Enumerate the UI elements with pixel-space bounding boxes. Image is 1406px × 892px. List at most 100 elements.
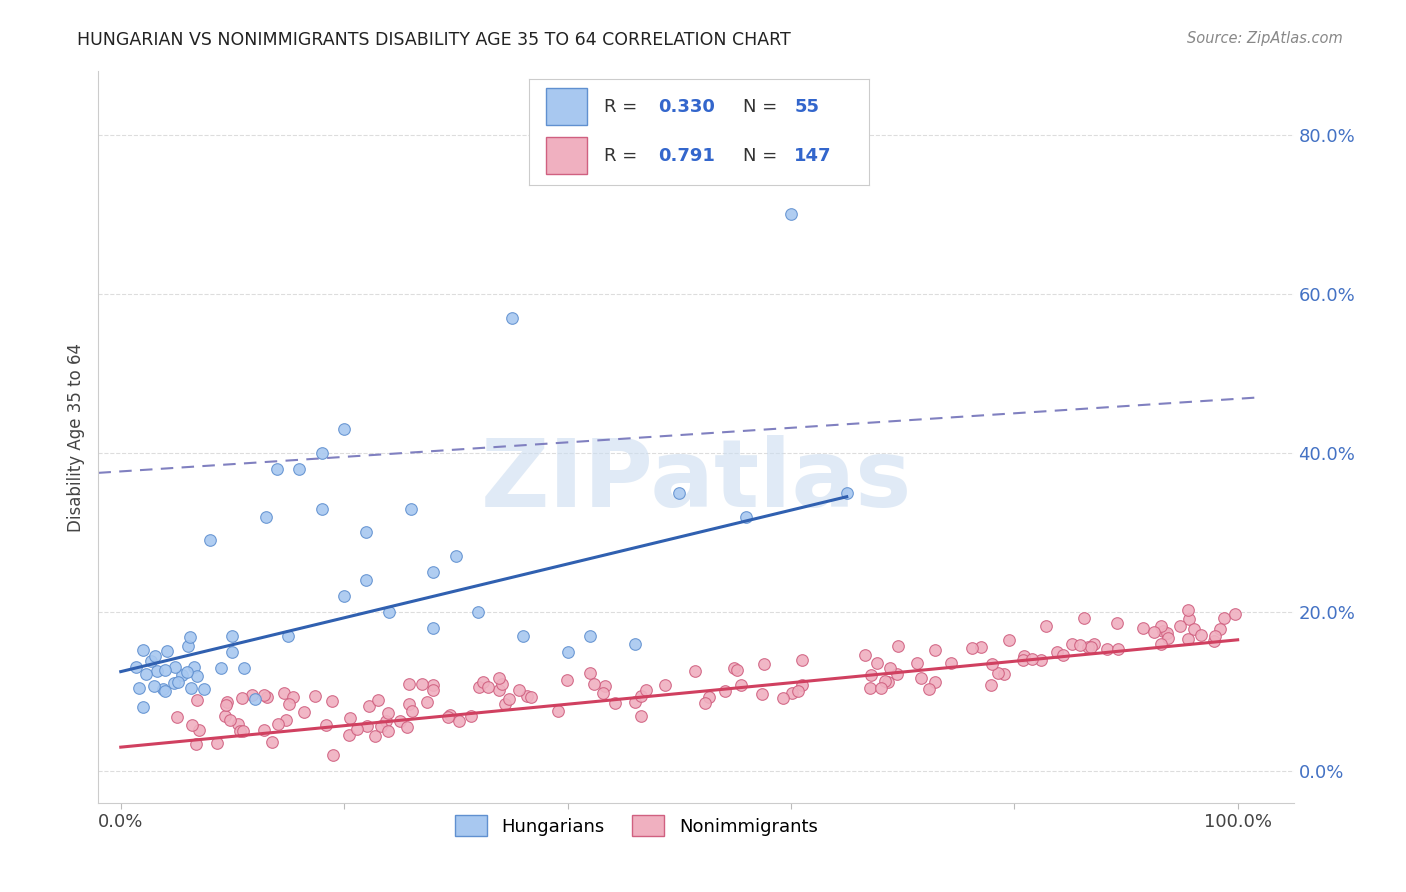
Point (439, 707, 461, 722)
Point (869, 681, 891, 695)
Point (156, 644, 179, 658)
Point (356, 525, 378, 540)
Point (1225, 607, 1247, 621)
Point (311, 446, 333, 460)
Point (186, 669, 208, 683)
Point (488, 672, 510, 686)
Legend: Hungarians, Nonimmigrants: Hungarians, Nonimmigrants (446, 806, 827, 845)
Point (993, 666, 1015, 681)
Point (467, 680, 489, 694)
Point (714, 684, 737, 698)
Point (378, 605, 401, 619)
Point (183, 660, 205, 674)
Point (346, 723, 368, 737)
Point (172, 668, 194, 682)
Point (267, 716, 290, 731)
Point (184, 737, 207, 751)
Point (180, 681, 202, 695)
Point (787, 683, 810, 698)
Text: Source: ZipAtlas.com: Source: ZipAtlas.com (1187, 31, 1343, 46)
Point (488, 682, 510, 697)
Point (780, 207, 803, 221)
Point (333, 589, 356, 603)
Point (1150, 618, 1173, 632)
Point (1177, 603, 1199, 617)
Point (155, 684, 177, 698)
Point (1204, 634, 1226, 648)
Point (592, 686, 614, 700)
Point (1149, 637, 1171, 651)
Point (634, 683, 657, 698)
Text: HUNGARIAN VS NONIMMIGRANTS DISABILITY AGE 35 TO 64 CORRELATION CHART: HUNGARIAN VS NONIMMIGRANTS DISABILITY AG… (77, 31, 792, 49)
Point (1060, 637, 1083, 651)
Point (630, 689, 652, 703)
Point (276, 713, 298, 727)
Point (987, 666, 1010, 681)
Point (998, 632, 1021, 647)
Point (918, 681, 941, 696)
Point (866, 656, 889, 670)
Point (209, 660, 232, 674)
Text: ZIPatlas: ZIPatlas (481, 435, 911, 527)
Point (697, 690, 720, 704)
Point (887, 639, 910, 653)
Point (226, 716, 249, 731)
Point (221, 645, 243, 659)
Point (905, 657, 928, 671)
Point (735, 509, 758, 524)
Point (1107, 616, 1129, 631)
Point (339, 711, 361, 725)
Point (772, 691, 794, 706)
Point (422, 678, 444, 692)
Point (321, 693, 343, 707)
Point (471, 675, 494, 690)
Point (623, 637, 645, 651)
Point (163, 660, 186, 674)
Point (924, 675, 946, 690)
Point (1107, 641, 1129, 656)
Point (853, 648, 876, 662)
Point (582, 676, 605, 690)
Point (357, 698, 380, 713)
Point (377, 723, 399, 738)
Point (886, 666, 908, 681)
Point (1083, 637, 1105, 651)
Point (668, 485, 690, 500)
Point (1069, 639, 1091, 653)
Point (1189, 628, 1212, 642)
Point (683, 664, 706, 678)
Point (1012, 648, 1035, 663)
Point (1077, 640, 1099, 654)
Point (198, 533, 221, 548)
Point (243, 692, 266, 706)
Point (188, 723, 211, 738)
Point (969, 640, 991, 655)
Point (260, 735, 283, 749)
Point (311, 501, 333, 516)
Point (167, 675, 190, 690)
Point (273, 686, 295, 700)
Point (1021, 651, 1043, 665)
Point (859, 668, 882, 682)
Point (153, 663, 176, 677)
Point (193, 681, 215, 696)
Point (215, 698, 238, 713)
Point (508, 682, 530, 697)
Point (398, 698, 420, 712)
Point (388, 714, 411, 728)
Point (630, 709, 652, 723)
Point (494, 697, 516, 711)
Point (377, 706, 399, 720)
Point (364, 729, 387, 743)
Point (398, 677, 420, 691)
Point (142, 679, 165, 693)
Point (179, 630, 201, 644)
Point (491, 677, 513, 691)
Point (790, 678, 813, 692)
Point (207, 736, 229, 750)
Point (460, 708, 482, 723)
Point (253, 723, 276, 737)
Point (1178, 612, 1201, 626)
Point (512, 629, 534, 643)
Point (221, 629, 243, 643)
